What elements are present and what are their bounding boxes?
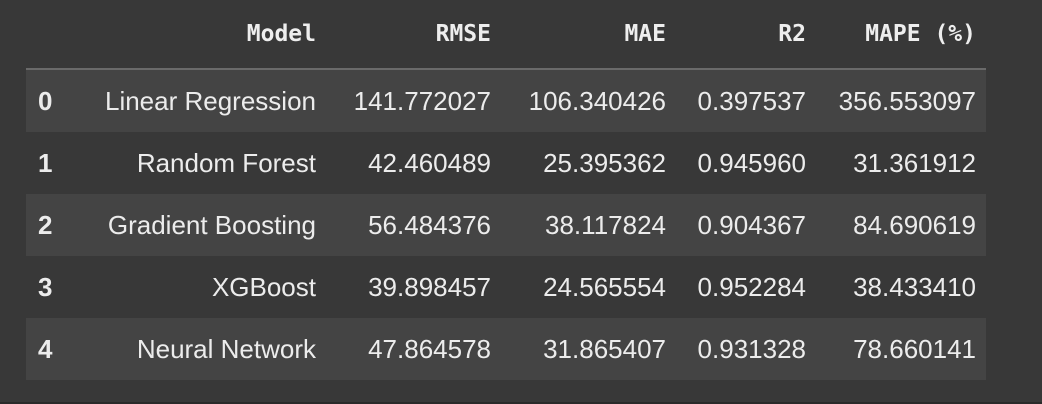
cell-model: Neural Network xyxy=(136,333,316,364)
cell-r2: 0.904367 xyxy=(697,209,806,240)
table-row: 2 Gradient Boosting 56.484376 38.117824 … xyxy=(26,194,986,256)
table-row: 3 XGBoost 39.898457 24.565554 0.952284 3… xyxy=(26,256,986,318)
header-index xyxy=(26,0,76,70)
cell-mape: 356.553097 xyxy=(838,85,976,116)
cell-rmse: 47.864578 xyxy=(368,333,491,364)
cell-mape: 84.690619 xyxy=(853,209,976,240)
cell-r2: 0.397537 xyxy=(697,85,806,116)
cell-mae: 25.395362 xyxy=(543,147,666,178)
header-rmse: RMSE xyxy=(326,0,501,70)
cell-r2: 0.952284 xyxy=(697,271,806,302)
cell-model: XGBoost xyxy=(211,271,316,302)
cell-mape: 78.660141 xyxy=(853,333,976,364)
cell-r2: 0.931328 xyxy=(697,333,806,364)
cell-mae: 38.117824 xyxy=(545,209,666,240)
header-mae: MAE xyxy=(501,0,676,70)
table-header-row: Model RMSE MAE R2 MAPE (%) xyxy=(26,0,986,70)
row-index: 3 xyxy=(38,271,53,302)
table-row: 4 Neural Network 47.864578 31.865407 0.9… xyxy=(26,318,986,380)
cell-model: Linear Regression xyxy=(104,85,316,116)
row-index: 1 xyxy=(38,147,53,178)
cell-rmse: 39.898457 xyxy=(368,271,491,302)
header-model: Model xyxy=(76,0,326,70)
cell-rmse: 141.772027 xyxy=(353,85,491,116)
row-index: 2 xyxy=(38,209,53,240)
cell-rmse: 42.460489 xyxy=(368,147,491,178)
cell-model: Gradient Boosting xyxy=(107,209,316,240)
row-index: 0 xyxy=(38,85,53,116)
cell-mape: 31.361912 xyxy=(853,147,976,178)
cell-mae: 31.865407 xyxy=(543,333,666,364)
cell-r2: 0.945960 xyxy=(697,147,806,178)
table-row: 1 Random Forest 42.460489 25.395362 0.94… xyxy=(26,132,986,194)
cell-model: Random Forest xyxy=(136,147,316,178)
header-r2: R2 xyxy=(676,0,816,70)
header-mape: MAPE (%) xyxy=(816,0,986,70)
cell-mae: 106.340426 xyxy=(528,85,666,116)
cell-mae: 24.565554 xyxy=(543,271,666,302)
cell-rmse: 56.484376 xyxy=(368,209,491,240)
cell-mape: 38.433410 xyxy=(853,271,976,302)
row-index: 4 xyxy=(38,333,53,364)
results-table: Model RMSE MAE R2 MAPE (%) 0 Linear Regr… xyxy=(26,0,986,380)
table-row: 0 Linear Regression 141.772027 106.34042… xyxy=(26,69,986,132)
